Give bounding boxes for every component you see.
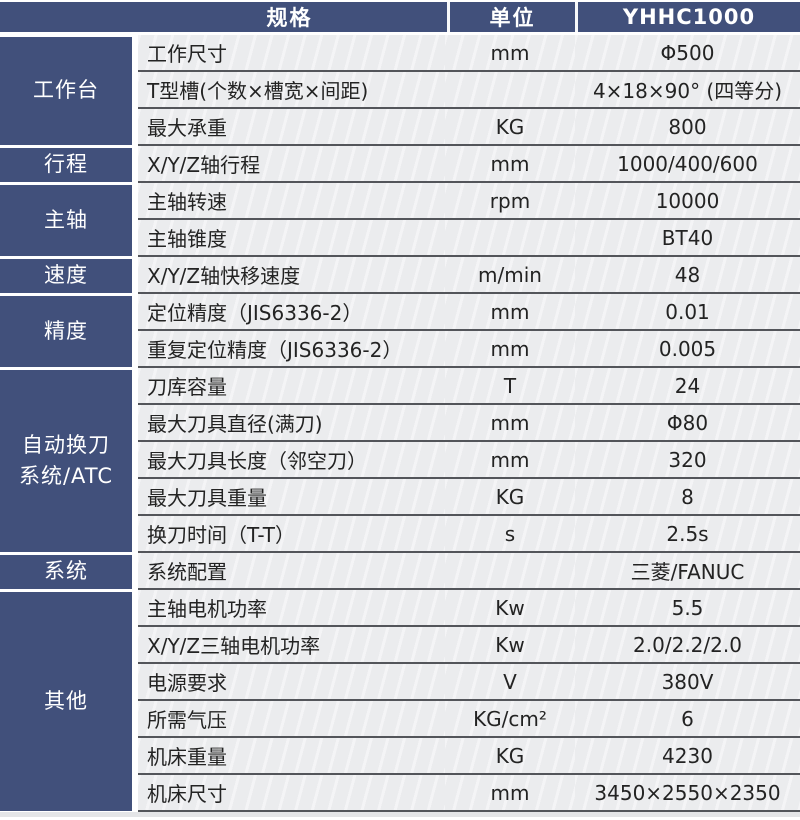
spec-name-cell: 刀库容量 (138, 368, 445, 405)
spec-name-cell: 主轴转速 (138, 183, 445, 220)
spec-name-cell: 换刀时间（T-T） (138, 516, 445, 553)
unit-cell: mm (445, 35, 575, 72)
unit-cell: s (445, 516, 575, 553)
spec-name-cell: 所需气压 (138, 701, 445, 738)
value-cell: 48 (575, 257, 800, 294)
unit-cell: mm (445, 442, 575, 479)
header-model-label: YHHC1000 (622, 5, 756, 29)
spec-name-cell: 电源要求 (138, 664, 445, 701)
spec-name-cell: 系统配置 (138, 553, 445, 590)
spec-name-cell: 工作尺寸 (138, 35, 445, 72)
unit-cell: rpm (445, 183, 575, 220)
bottom-strip (0, 812, 800, 817)
spec-name-cell: 最大刀具直径(满刀) (138, 405, 445, 442)
value-cell: 2.5s (575, 516, 800, 553)
spec-name-cell: 定位精度（JIS6336-2） (138, 294, 445, 331)
spec-name-cell: X/Y/Z轴快移速度 (138, 257, 445, 294)
value-cell: Φ500 (575, 35, 800, 72)
unit-cell: KG (445, 738, 575, 775)
spec-table-body: 工作台 工作尺寸 mm Φ500 T型槽(个数×槽宽×间距) 4×18×90° (四等分)… (0, 35, 800, 812)
category-cell: 主轴 (0, 184, 132, 256)
spec-name-cell: 机床尺寸 (138, 775, 445, 812)
unit-cell: mm (445, 331, 575, 368)
header-unit-label: 单位 (489, 6, 536, 30)
category-cell: 自动换刀 系统/ATC (0, 369, 132, 552)
unit-cell: V (445, 664, 575, 701)
value-cell: 4×18×90° (四等分) (575, 72, 800, 109)
spec-name-cell: 机床重量 (138, 738, 445, 775)
value-cell: 4230 (575, 738, 800, 775)
category-cell: 行程 (0, 147, 132, 182)
unit-cell: mm (445, 294, 575, 331)
header-cell-spec: 规格 (0, 2, 447, 32)
value-cell: 24 (575, 368, 800, 405)
spec-name-cell: T型槽(个数×槽宽×间距) (138, 72, 445, 109)
spec-name-cell: X/Y/Z三轴电机功率 (138, 627, 445, 664)
category-cell: 速度 (0, 258, 132, 293)
unit-cell: KG/cm² (445, 701, 575, 738)
spec-name-cell: 主轴电机功率 (138, 590, 445, 627)
header-cell-model: YHHC1000 (578, 2, 800, 32)
header-spec-label: 规格 (266, 6, 313, 30)
value-cell: 3450×2550×2350 (575, 775, 800, 812)
unit-cell: m/min (445, 257, 575, 294)
value-cell: 2.0/2.2/2.0 (575, 627, 800, 664)
unit-cell (445, 72, 575, 109)
category-cell: 工作台 (0, 36, 132, 145)
value-cell: 8 (575, 479, 800, 516)
value-cell: Φ80 (575, 405, 800, 442)
unit-cell: KG (445, 109, 575, 146)
value-cell: 三菱/FANUC (575, 553, 800, 590)
value-cell: 320 (575, 442, 800, 479)
unit-cell (445, 220, 575, 257)
spec-name-cell: 重复定位精度（JIS6336-2） (138, 331, 445, 368)
unit-cell: mm (445, 775, 575, 812)
category-cell: 精度 (0, 295, 132, 367)
unit-cell (445, 553, 575, 590)
value-cell: 6 (575, 701, 800, 738)
unit-cell: KG (445, 479, 575, 516)
table-header-row: 规格 单位 YHHC1000 (0, 2, 800, 32)
unit-cell: T (445, 368, 575, 405)
unit-cell: mm (445, 146, 575, 183)
value-cell: 0.01 (575, 294, 800, 331)
spec-name-cell: 最大刀具长度（邻空刀） (138, 442, 445, 479)
spec-name-cell: 最大刀具重量 (138, 479, 445, 516)
header-divider (575, 2, 578, 32)
unit-cell: Kw (445, 627, 575, 664)
spec-name-cell: 最大承重 (138, 109, 445, 146)
unit-cell: Kw (445, 590, 575, 627)
spec-name-cell: X/Y/Z轴行程 (138, 146, 445, 183)
value-cell: 1000/400/600 (575, 146, 800, 183)
header-divider (447, 2, 450, 32)
value-cell: 0.005 (575, 331, 800, 368)
value-cell: 380V (575, 664, 800, 701)
value-cell: 5.5 (575, 590, 800, 627)
spec-name-cell: 主轴锥度 (138, 220, 445, 257)
header-spec-spacer (0, 2, 132, 32)
value-cell: 800 (575, 109, 800, 146)
unit-cell: mm (445, 405, 575, 442)
value-cell: BT40 (575, 220, 800, 257)
category-cell: 系统 (0, 554, 132, 589)
header-cell-unit: 单位 (450, 2, 575, 32)
category-cell: 其他 (0, 591, 132, 811)
value-cell: 10000 (575, 183, 800, 220)
